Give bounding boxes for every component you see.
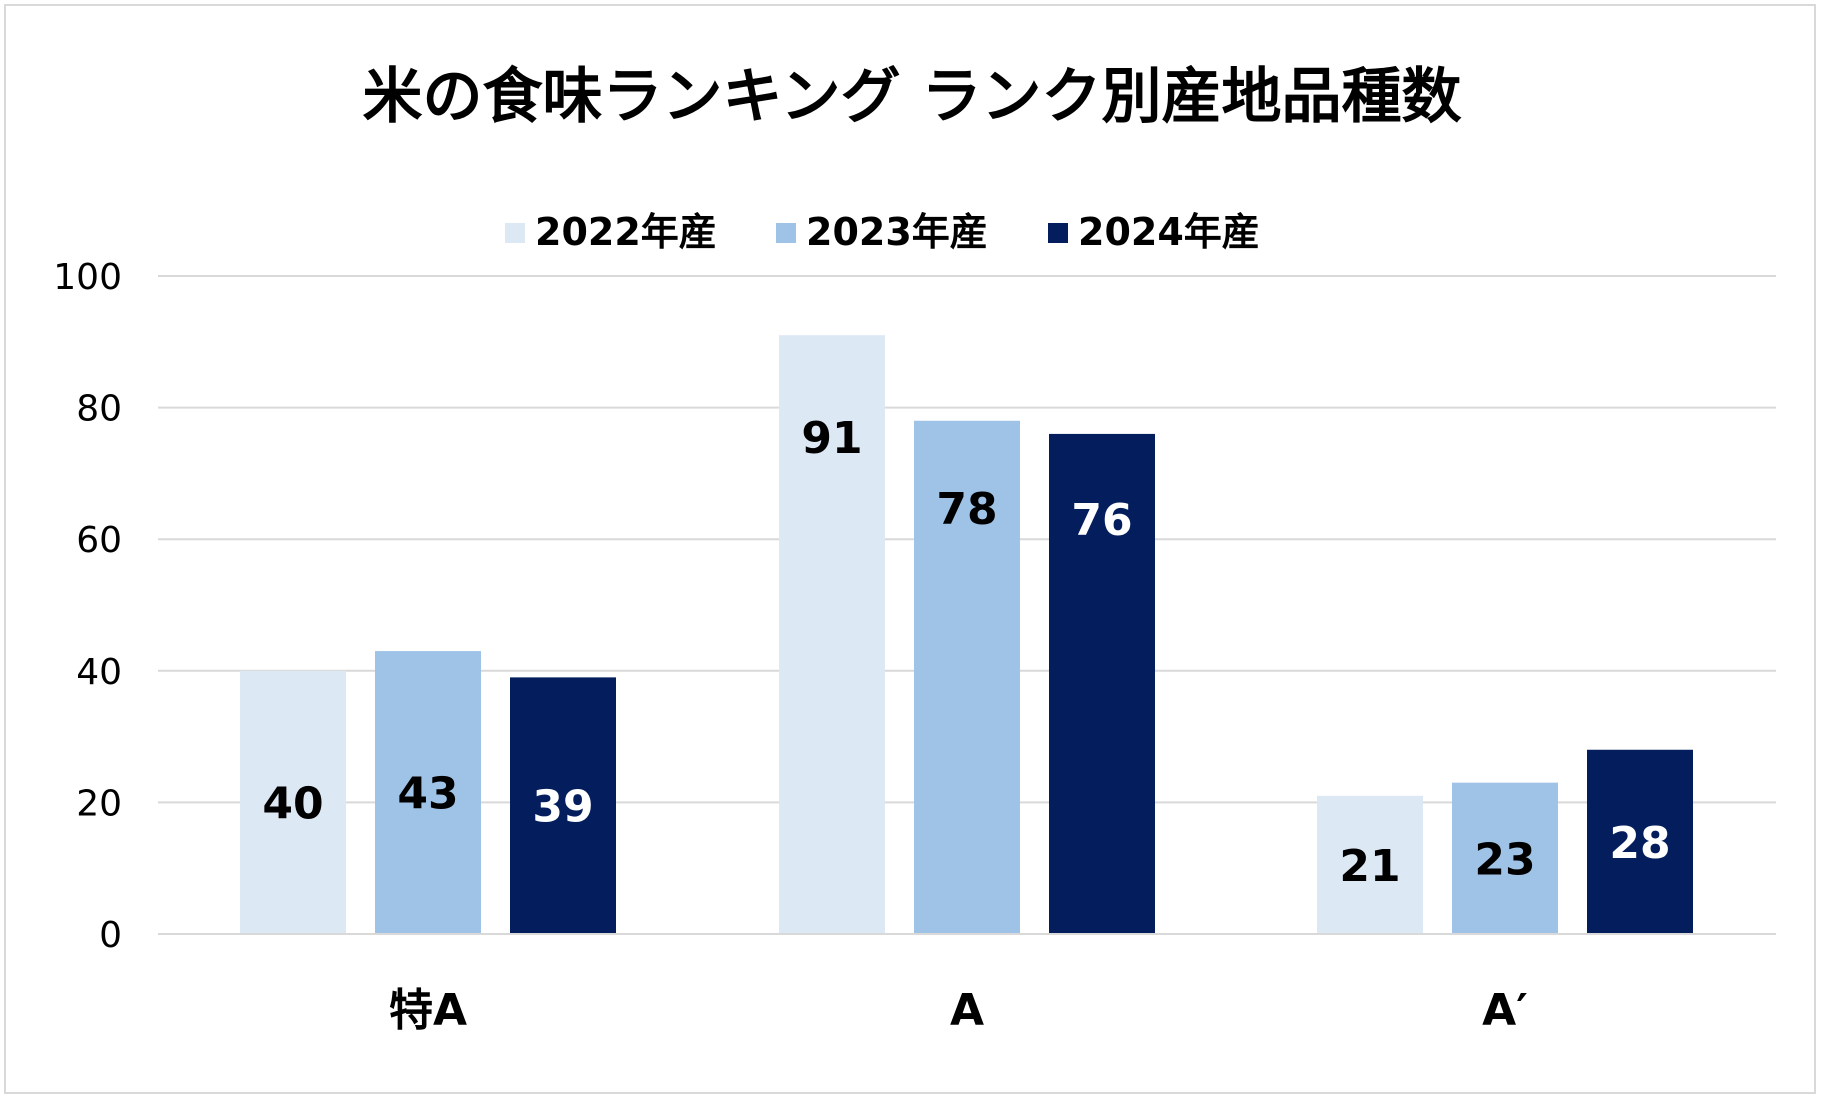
data-label: 28 [1609,818,1670,869]
x-axis: 特A A A′ [158,933,1776,1036]
bar [510,677,616,934]
bar [240,670,346,934]
y-tick-label: 60 [76,520,122,561]
data-label: 43 [397,769,458,820]
y-axis: 0 20 40 60 80 100 [53,257,122,956]
data-label: 78 [936,484,997,535]
bar [1452,782,1558,934]
y-tick-label: 0 [99,915,122,956]
bar [1317,795,1423,934]
y-tick-label: 100 [53,257,122,298]
y-tick-label: 40 [76,652,122,693]
data-label: 40 [262,778,323,829]
data-label: 39 [532,782,593,833]
data-label: 21 [1339,841,1400,892]
legend-label: 2023年産 [806,210,988,254]
y-tick-label: 80 [76,389,122,430]
y-tick-label: 20 [76,783,122,824]
legend-swatch [1048,223,1068,243]
data-label: 23 [1474,834,1535,885]
x-tick-label: A [950,985,984,1036]
data-label: 91 [801,413,862,464]
bar [914,420,1020,934]
bars [240,335,1693,935]
bar [1587,749,1693,934]
data-labels: 40 43 39 91 78 76 21 23 28 [262,413,1670,892]
bar [779,335,885,935]
legend-label: 2024年産 [1078,210,1260,254]
bar [375,651,481,934]
chart-title: 米の食味ランキング ランク別産地品種数 [362,62,1461,132]
bar [1049,433,1155,934]
legend-swatch [776,223,796,243]
x-tick-label: 特A [389,985,467,1036]
legend: 2022年産 2023年産 2024年産 [505,210,1260,254]
x-tick-label: A′ [1482,985,1528,1036]
legend-label: 2022年産 [535,210,717,254]
data-label: 76 [1071,495,1132,546]
legend-swatch [505,223,525,243]
